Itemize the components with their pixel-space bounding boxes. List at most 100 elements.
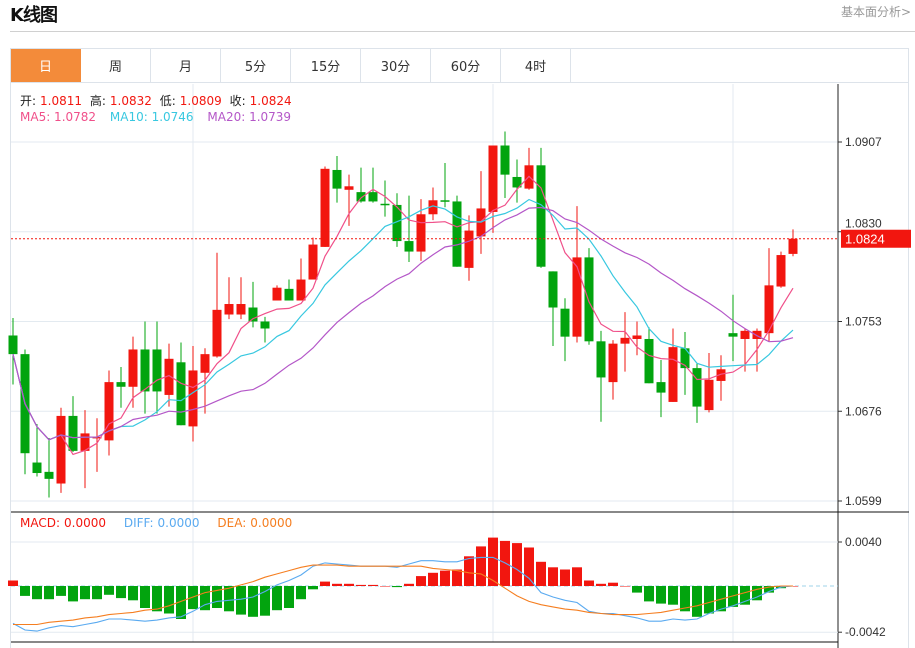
candle [284, 279, 294, 301]
macd-bar [740, 586, 750, 605]
candle-body [428, 200, 438, 215]
macd-bar [380, 586, 390, 587]
candle [56, 407, 66, 493]
dea-value: 0.0000 [250, 516, 293, 530]
candle [656, 359, 666, 418]
macd-bar [8, 580, 18, 586]
tab-30min[interactable]: 30分 [361, 49, 431, 82]
tab-4hour[interactable]: 4时 [501, 49, 571, 82]
macd-bar [512, 543, 522, 586]
open-label: 开: [20, 94, 37, 108]
candle [152, 321, 162, 414]
macd-bar [392, 586, 402, 588]
price-tick-label: 1.0830 [845, 217, 882, 231]
candle-body [536, 165, 546, 267]
tab-15min[interactable]: 15分 [291, 49, 361, 82]
candle-body [572, 257, 582, 337]
candle [248, 281, 258, 328]
tab-day[interactable]: 日 [11, 49, 81, 82]
macd-bar [176, 586, 186, 619]
tab-month[interactable]: 月 [151, 49, 221, 82]
ma20-line [12, 206, 794, 441]
candle [500, 131, 510, 198]
candle [236, 277, 246, 320]
macd-tick-label: 0.0040 [845, 535, 882, 549]
candle [212, 252, 222, 358]
ma20-value: MA20: 1.0739 [207, 110, 292, 124]
macd-bar [368, 584, 378, 586]
diff-value: 0.0000 [157, 516, 200, 530]
candle-body [116, 382, 126, 387]
candle [224, 277, 234, 320]
candle-body [344, 186, 354, 190]
ma-info: MA5: 1.0782 MA10: 1.0746 MA20: 1.0739 [20, 110, 295, 124]
candle-body [608, 343, 618, 383]
high-value: 1.0832 [109, 94, 152, 108]
candle [32, 424, 42, 477]
ohlc-info: 开: 1.0811 高: 1.0832 低: 1.0809 收: 1.0824 [20, 92, 296, 109]
macd-bar [320, 581, 330, 586]
macd-tick-label: -0.0042 [845, 625, 886, 639]
macd-bar [632, 586, 642, 593]
fundamental-analysis-link[interactable]: 基本面分析> [840, 5, 911, 19]
macd-bar [68, 586, 78, 602]
candle [728, 294, 738, 362]
macd-bar [116, 586, 126, 599]
high-label: 高: [89, 94, 106, 108]
macd-bar [284, 586, 294, 608]
candle-body [200, 354, 210, 373]
candle-body [272, 287, 282, 301]
current-price-label: 1.0824 [845, 232, 885, 247]
macd-value: 0.0000 [64, 516, 107, 530]
candle-body [128, 349, 138, 387]
macd-bar [80, 586, 90, 600]
candle-body [488, 145, 498, 212]
tab-5min[interactable]: 5分 [221, 49, 291, 82]
candle [68, 396, 78, 453]
candle-body [680, 348, 690, 369]
candle [128, 336, 138, 408]
macd-bar [32, 586, 42, 600]
macd-bar [440, 570, 450, 586]
candle-body [44, 471, 54, 479]
price-tick-label: 1.0907 [845, 135, 882, 149]
candle [188, 345, 198, 442]
candle [140, 321, 150, 414]
macd-bar [296, 586, 306, 600]
title-divider [10, 31, 915, 32]
candle-body [92, 436, 102, 439]
candle-body [32, 462, 42, 474]
candle [488, 145, 498, 233]
candle-body [104, 382, 114, 441]
macd-bar [620, 586, 630, 587]
macd-bar [476, 546, 486, 586]
candle-body [56, 415, 66, 484]
candle [392, 193, 402, 247]
candle-body [656, 382, 666, 393]
candle [92, 418, 102, 472]
candle-body [404, 241, 414, 252]
tab-week[interactable]: 周 [81, 49, 151, 82]
candle-body [512, 176, 522, 188]
candle-body [740, 330, 750, 339]
candle [464, 215, 474, 281]
candle [680, 331, 690, 395]
candle-body [188, 370, 198, 427]
current-price-badge [841, 229, 911, 248]
macd-bar [200, 586, 210, 611]
candle [632, 321, 642, 356]
candle-body [440, 200, 450, 202]
candle [548, 271, 558, 346]
tab-60min[interactable]: 60分 [431, 49, 501, 82]
candle-body [644, 338, 654, 384]
macd-label: MACD: [20, 516, 61, 530]
macd-bar [332, 583, 342, 586]
candle [80, 410, 90, 489]
macd-bar [752, 586, 762, 601]
candle-body [464, 230, 474, 268]
macd-bar [584, 580, 594, 586]
macd-bar [260, 586, 270, 616]
candle [608, 340, 618, 400]
candle-body [248, 307, 258, 322]
